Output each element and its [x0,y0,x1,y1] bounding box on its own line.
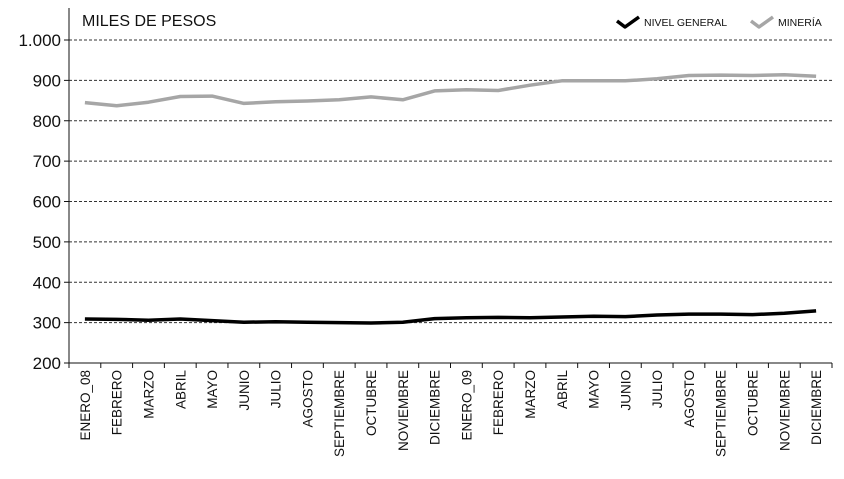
series-line [84,309,817,325]
y-tick-label: 300 [33,314,61,333]
legend-swatch [749,15,775,29]
y-tick-label: 900 [33,71,61,90]
y-axis-ticks: 200 300 400 500 600 700 800 900 1.000 [18,31,69,373]
y-axis-title: MILES DE PESOS [82,13,216,30]
x-tick-label: MAYO [587,370,602,409]
y-tick-label: 400 [33,273,61,292]
y-tick-label: 600 [33,193,61,212]
x-tick-label: AGOSTO [300,370,315,428]
x-tick-label: DICIEMBRE [428,370,443,445]
y-tick-label: 1.000 [18,31,61,50]
series-lines [84,72,817,325]
x-tick-label: FEBRERO [491,370,506,435]
x-tick-label: OCTUBRE [746,370,761,436]
y-tick-label: 500 [33,233,61,252]
x-tick-label: ABRIL [555,370,570,410]
x-tick-label: NOVIEMBRE [777,370,792,451]
x-tick-label: MAYO [205,370,220,409]
y-tick-label: 800 [33,112,61,131]
x-tick-label: OCTUBRE [364,370,379,436]
x-tick-label: ENERO_08 [78,370,93,441]
series-line [84,72,817,108]
x-tick-label: MARZO [141,370,156,419]
legend-swatch [615,15,641,29]
x-tick-label: JULIO [269,370,284,408]
x-tick-label: ABRIL [173,370,188,410]
y-tick-label: 700 [33,152,61,171]
legend-label: NIVEL GENERAL [644,17,727,29]
axes [68,8,832,364]
grid-lines [69,39,832,324]
x-tick-label: SEPTIEMBRE [332,370,347,457]
x-tick-label: NOVIEMBRE [396,370,411,451]
x-tick-label: MARZO [523,370,538,419]
x-tick-label: AGOSTO [682,370,697,428]
x-tick-label: FEBRERO [110,370,125,435]
x-tick-label: SEPTIEMBRE [714,370,729,457]
x-tick-label: JUNIO [618,370,633,411]
x-tick-label: JUNIO [237,370,252,411]
y-tick-label: 200 [33,354,61,373]
x-tick-label: DICIEMBRE [809,370,824,445]
x-axis-ticks: ENERO_08 FEBRERO MARZO ABRIL MAYO JUNIO JULIO A… [68,363,833,457]
x-tick-label: JULIO [650,370,665,408]
legend-label: MINERÍA [778,16,822,29]
x-tick-label: ENERO_09 [459,370,474,441]
legend: NIVEL GENERAL MINERÍA [615,15,822,29]
